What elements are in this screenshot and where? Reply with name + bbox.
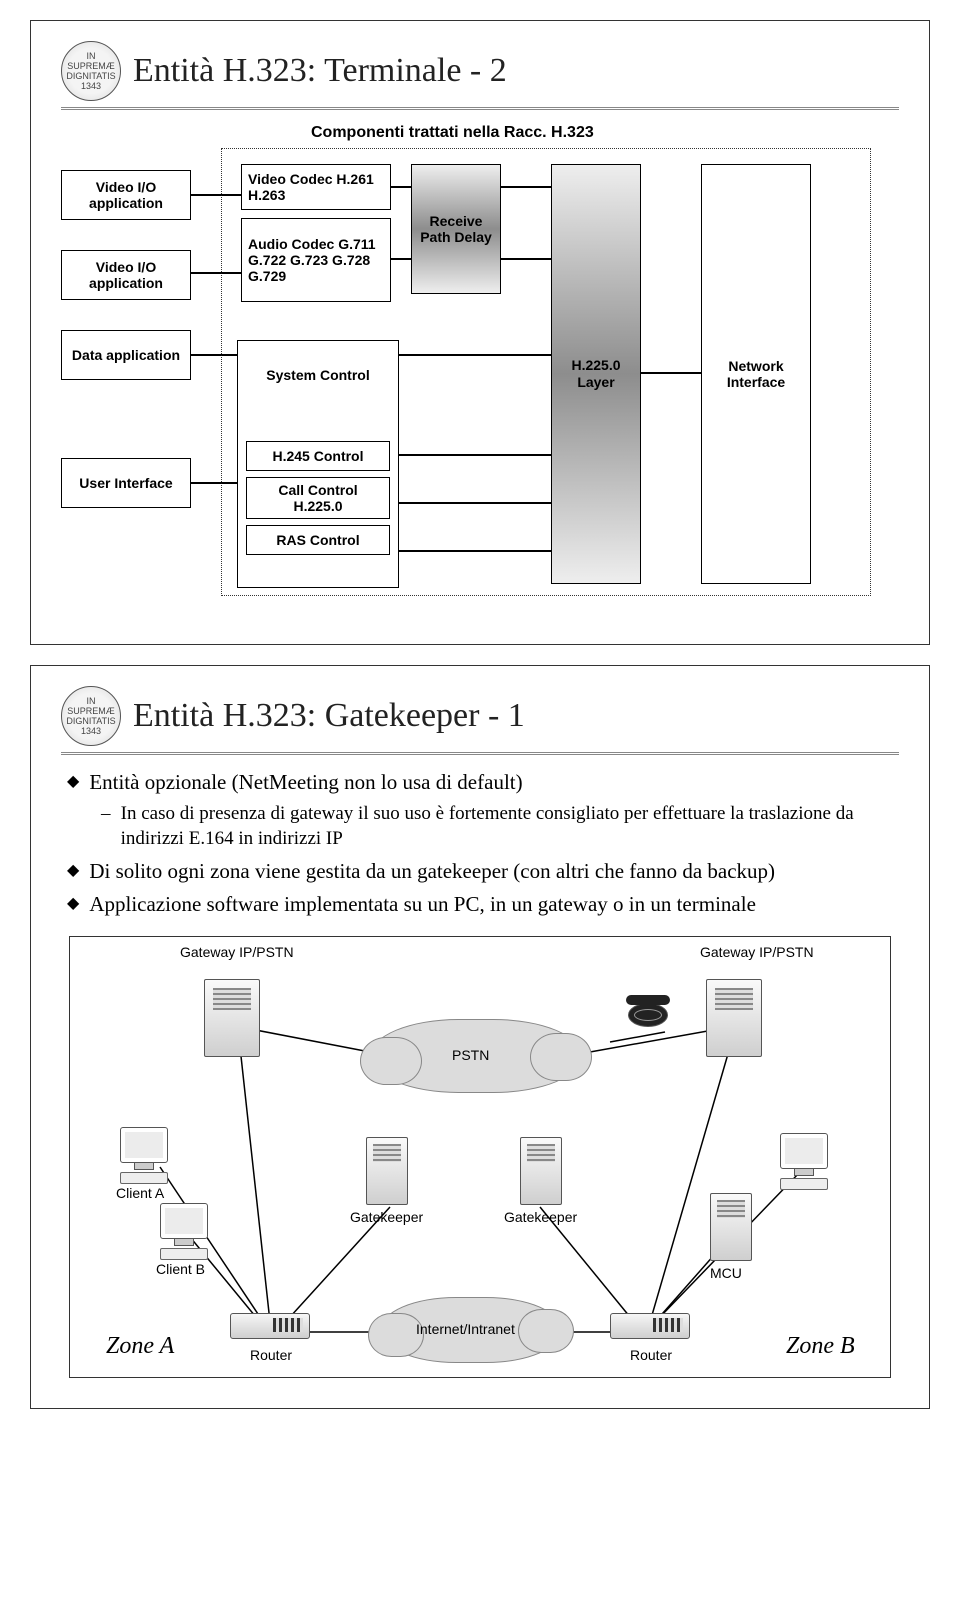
slide2-title: Entità H.323: Gatekeeper - 1 bbox=[133, 697, 525, 735]
label-zone-b: Zone B bbox=[786, 1333, 855, 1360]
gateway-left-device bbox=[204, 979, 260, 1057]
audio-codec-box: Audio Codec G.711 G.722 G.723 G.728 G.72… bbox=[241, 218, 391, 302]
mcu-device bbox=[710, 1193, 752, 1261]
label-zone-a: Zone A bbox=[106, 1333, 174, 1360]
label-router-2: Router bbox=[630, 1347, 672, 1363]
receive-path-delay: Receive Path Delay bbox=[411, 164, 501, 294]
bullet-3-text: Applicazione software implementata su un… bbox=[89, 891, 756, 918]
video-codec-box: Video Codec H.261 H.263 bbox=[241, 164, 391, 210]
system-control-frame: System Control H.245 Control Call Contro… bbox=[237, 340, 399, 588]
label-internet: Internet/Intranet bbox=[416, 1321, 515, 1337]
network-interface: Network Interface bbox=[701, 164, 811, 584]
label-router-1: Router bbox=[250, 1347, 292, 1363]
h245-control-box: H.245 Control bbox=[246, 441, 390, 471]
bullet-2-text: Di solito ogni zona viene gestita da un … bbox=[89, 858, 775, 885]
system-control-label: System Control bbox=[238, 341, 398, 389]
label-gateway-left: Gateway IP/PSTN bbox=[180, 945, 294, 960]
right-client-device bbox=[780, 1133, 828, 1190]
data-application: Data application bbox=[61, 330, 191, 380]
slide2-header: IN SUPREMÆ DIGNITATIS 1343 Entità H.323:… bbox=[61, 686, 899, 755]
label-client-a: Client A bbox=[116, 1185, 164, 1201]
gatekeeper-2-device bbox=[520, 1137, 562, 1205]
video-io-app-1: Video I/O application bbox=[61, 170, 191, 220]
bullet-3: ◆Applicazione software implementata su u… bbox=[67, 891, 893, 918]
slide2-bullets: ◆Entità opzionale (NetMeeting non lo usa… bbox=[67, 769, 893, 918]
user-interface: User Interface bbox=[61, 458, 191, 508]
client-a-device bbox=[120, 1127, 168, 1184]
h323-terminale-diagram: Componenti trattati nella Racc. H.323 Vi… bbox=[61, 124, 899, 614]
label-pstn: PSTN bbox=[452, 1047, 489, 1063]
gatekeeper-1-device bbox=[366, 1137, 408, 1205]
university-emblem: IN SUPREMÆ DIGNITATIS 1343 bbox=[61, 686, 121, 746]
video-io-app-2: Video I/O application bbox=[61, 250, 191, 300]
subbullet-1: –In caso di presenza di gateway il suo u… bbox=[101, 802, 893, 851]
slide1-header: IN SUPREMÆ DIGNITATIS 1343 Entità H.323:… bbox=[61, 41, 899, 110]
university-emblem: IN SUPREMÆ DIGNITATIS 1343 bbox=[61, 41, 121, 101]
h2250-layer: H.225.0 Layer bbox=[551, 164, 641, 584]
router-2-device bbox=[610, 1313, 690, 1339]
bullet-1-text: Entità opzionale (NetMeeting non lo usa … bbox=[89, 769, 522, 796]
label-client-b: Client B bbox=[156, 1261, 205, 1277]
client-b-device bbox=[160, 1203, 208, 1260]
slide-terminale-2: IN SUPREMÆ DIGNITATIS 1343 Entità H.323:… bbox=[30, 20, 930, 645]
label-gatekeeper-1: Gatekeeper bbox=[350, 1209, 423, 1225]
call-control-box: Call Control H.225.0 bbox=[246, 477, 390, 519]
gateway-right-device bbox=[706, 979, 762, 1057]
slide1-title: Entità H.323: Terminale - 2 bbox=[133, 52, 507, 90]
label-gateway-right: Gateway IP/PSTN bbox=[700, 945, 814, 960]
label-mcu: MCU bbox=[710, 1265, 742, 1281]
subbullet-1-text: In caso di presenza di gateway il suo us… bbox=[121, 802, 893, 851]
ras-control-box: RAS Control bbox=[246, 525, 390, 555]
slide-gatekeeper-1: IN SUPREMÆ DIGNITATIS 1343 Entità H.323:… bbox=[30, 665, 930, 1409]
bullet-2: ◆Di solito ogni zona viene gestita da un… bbox=[67, 858, 893, 885]
bullet-1: ◆Entità opzionale (NetMeeting non lo usa… bbox=[67, 769, 893, 796]
network-topology-figure: Gateway IP/PSTN Gateway IP/PSTN PSTN Cli… bbox=[69, 936, 891, 1378]
router-1-device bbox=[230, 1313, 310, 1339]
diagram-subtitle: Componenti trattati nella Racc. H.323 bbox=[311, 124, 594, 142]
label-gatekeeper-2: Gatekeeper bbox=[504, 1209, 577, 1225]
